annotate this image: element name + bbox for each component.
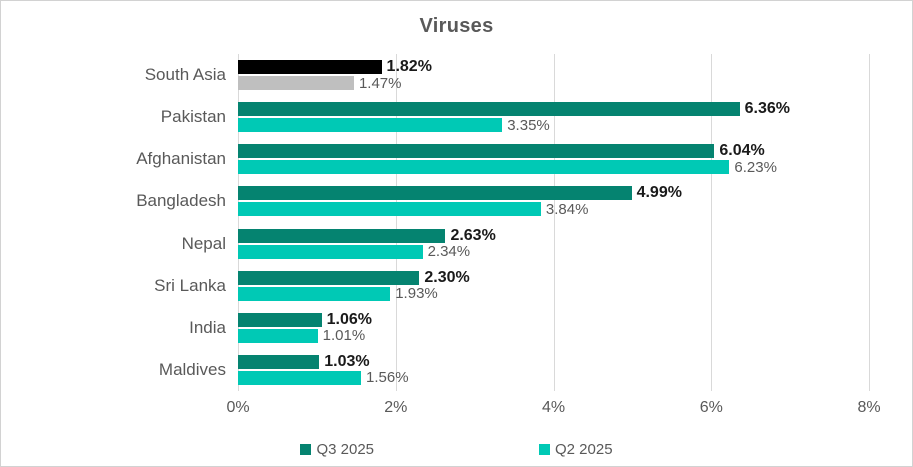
value-label-q2-2025: 3.84% — [545, 200, 589, 218]
bar-q3-2025 — [238, 144, 715, 159]
gridline — [553, 54, 555, 391]
value-label-q3-2025: 4.99% — [636, 184, 682, 202]
bar-q2-2025 — [238, 202, 541, 217]
chart-row-india: 1.06% 1.01% — [238, 307, 869, 349]
x-tick-label: 6% — [699, 399, 723, 416]
bar-line: 6.23% — [238, 158, 869, 176]
legend: Q3 2025 Q2 2025 — [1, 441, 912, 458]
bar-line: 3.35% — [238, 116, 869, 134]
chart-row-bangladesh: 4.99% 3.84% — [238, 180, 869, 222]
bar-q2-2025 — [238, 76, 354, 91]
bar-q3-2025 — [238, 186, 632, 201]
category-label-south-asia: South Asia — [144, 65, 226, 85]
legend-item-q2-2025: Q2 2025 — [539, 441, 613, 458]
gridline — [395, 54, 397, 391]
bar-line: 3.84% — [238, 200, 869, 218]
value-label-q2-2025: 1.93% — [395, 285, 438, 303]
value-label-q3-2025: 6.36% — [744, 100, 791, 118]
gridline — [238, 54, 239, 391]
value-label-q3-2025: 2.63% — [450, 226, 496, 244]
bar-q2-2025 — [238, 286, 391, 301]
value-label-q3-2025: 1.03% — [324, 352, 370, 370]
bar-q2-2025 — [238, 328, 318, 343]
legend-label-q3-2025: Q3 2025 — [316, 441, 374, 458]
bar-line: 2.30% — [238, 268, 869, 286]
value-label-q2-2025: 3.35% — [507, 116, 550, 134]
bar-rows: 1.82% 1.47% 6.36% 3.35% 6.04% 6.23% 4.99% 3.84%… — [238, 54, 869, 391]
x-tick-label: 4% — [541, 399, 566, 416]
gridline — [711, 54, 713, 391]
category-label-pakistan: Pakistan — [160, 107, 226, 127]
category-label-bangladesh: Bangladesh — [136, 191, 226, 211]
value-label-q2-2025: 1.56% — [366, 369, 409, 387]
x-axis: 0% 2% 4% 6% 8% — [226, 399, 880, 421]
legend-swatch-q2-2025 — [539, 444, 550, 455]
bar-q2-2025 — [238, 244, 423, 259]
bar-line: 1.82% — [238, 58, 869, 76]
chart-row-afghanistan: 6.04% 6.23% — [238, 138, 869, 180]
bar-q2-2025 — [238, 118, 503, 133]
bar-q3-2025 — [238, 228, 446, 243]
bar-line: 1.93% — [238, 285, 869, 303]
value-label-q3-2025: 1.06% — [326, 310, 372, 328]
category-axis: South Asia Pakistan Afghanistan Bangladesh N… — [1, 54, 226, 391]
legend-swatch-q3-2025 — [300, 444, 312, 455]
bar-line: 1.47% — [238, 74, 869, 92]
bar-line: 4.99% — [238, 184, 869, 202]
plot-area: 1.82% 1.47% 6.36% 3.35% 6.04% 6.23% 4.99% 3.84%… — [238, 54, 870, 391]
bar-line: 6.36% — [238, 100, 869, 118]
bar-line: 2.63% — [238, 226, 869, 244]
gridline — [869, 54, 870, 391]
bar-line: 2.34% — [238, 243, 869, 261]
bar-q3-2025 — [238, 102, 740, 117]
category-label-india: India — [189, 317, 226, 337]
legend-item-q3-2025: Q3 2025 — [300, 441, 374, 458]
bar-q3-2025 — [238, 60, 382, 75]
chart-row-sri-lanka: 2.30% 1.93% — [238, 265, 869, 307]
value-label-q2-2025: 1.47% — [358, 74, 402, 92]
bar-q3-2025 — [238, 354, 320, 369]
bar-line: 1.06% — [238, 310, 869, 328]
category-label-afghanistan: Afghanistan — [136, 149, 226, 169]
legend-label-q2-2025: Q2 2025 — [555, 441, 613, 458]
category-label-sri-lanka: Sri Lanka — [154, 275, 226, 295]
bar-q2-2025 — [238, 370, 362, 385]
value-label-q3-2025: 6.04% — [719, 142, 765, 160]
category-label-nepal: Nepal — [181, 233, 226, 253]
chart-title: Viruses — [419, 15, 494, 37]
x-tick-label: 2% — [384, 399, 408, 416]
value-label-q3-2025: 1.82% — [386, 58, 432, 76]
bar-q3-2025 — [238, 270, 420, 285]
chart-row-maldives: 1.03% 1.56% — [238, 349, 869, 391]
bar-q2-2025 — [238, 160, 730, 175]
value-label-q3-2025: 2.30% — [424, 268, 470, 286]
bar-line: 1.01% — [238, 327, 869, 345]
bar-line: 1.03% — [238, 352, 869, 370]
category-label-maldives: Maldives — [158, 359, 226, 379]
chart-row-pakistan: 6.36% 3.35% — [238, 96, 869, 138]
bar-q3-2025 — [238, 312, 322, 327]
chart-row-nepal: 2.63% 2.34% — [238, 223, 869, 265]
chart-row-south-asia: 1.82% 1.47% — [238, 54, 869, 96]
bar-line: 6.04% — [238, 142, 869, 160]
bar-line: 1.56% — [238, 369, 869, 387]
value-label-q2-2025: 6.23% — [734, 158, 777, 176]
value-label-q2-2025: 1.01% — [322, 327, 366, 345]
value-label-q2-2025: 2.34% — [427, 243, 471, 261]
x-tick-label: 0% — [226, 399, 250, 416]
x-tick-label: 8% — [857, 399, 881, 416]
